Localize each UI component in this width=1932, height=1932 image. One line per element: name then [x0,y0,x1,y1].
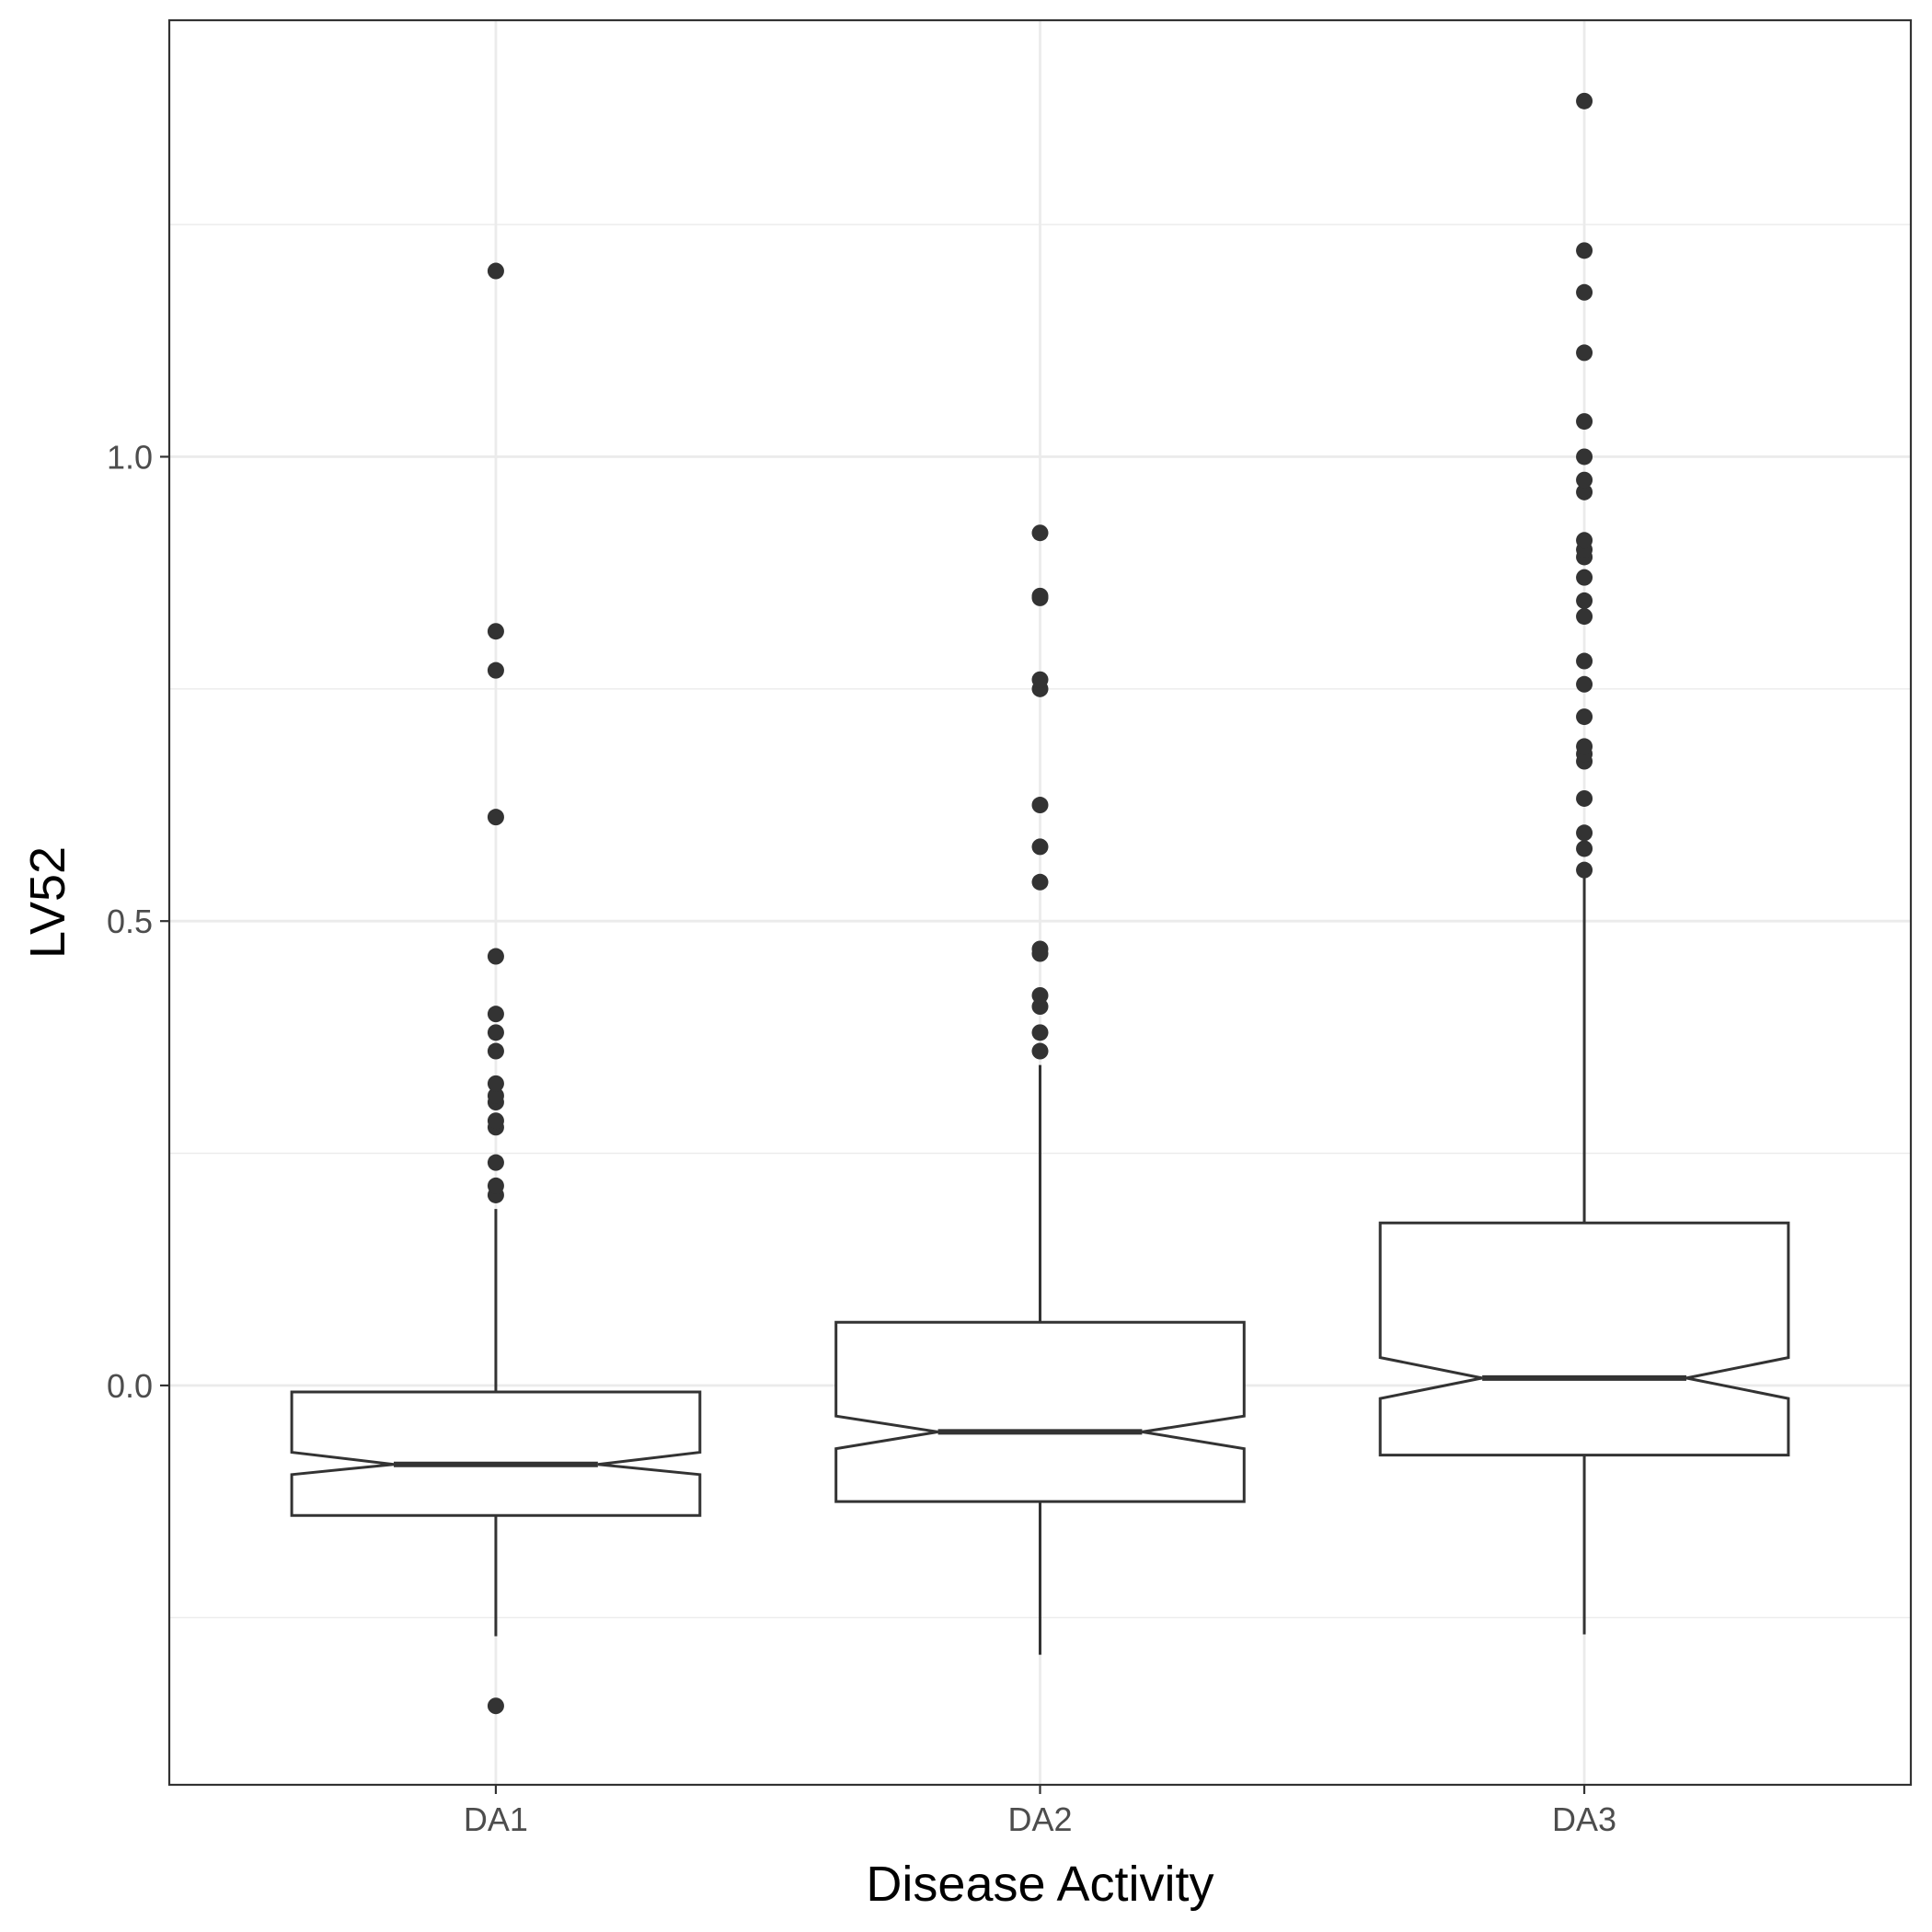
outlier-point [1576,532,1593,549]
outlier-point [1576,344,1593,362]
outlier-point [1576,448,1593,466]
outlier-point [1031,940,1049,958]
x-tick-label: DA2 [1007,1800,1072,1838]
outlier-point [1576,483,1593,500]
notched-box [1378,1221,1790,1457]
outlier-point [1576,608,1593,626]
box-series [290,92,1790,1715]
outlier-point [1576,708,1593,726]
box-da2 [834,524,1246,1655]
outlier-point [1031,873,1049,891]
notched-box [290,1390,702,1517]
outlier-point [487,1154,504,1171]
outlier-point [487,1697,504,1715]
outlier-point [1031,986,1049,1004]
outlier-point [1031,587,1049,604]
outlier-point [487,661,504,679]
outlier-point [1576,675,1593,693]
outlier-point [487,948,504,965]
x-tick-label: DA3 [1552,1800,1616,1838]
x-tick-label: DA1 [464,1800,528,1838]
outlier-point [1576,840,1593,857]
outlier-point [487,1006,504,1023]
outlier-point [487,1087,504,1104]
outlier-point [487,1177,504,1194]
y-axis-title: LV52 [20,846,75,959]
outlier-point [1576,92,1593,109]
outlier-point [1031,671,1049,688]
outlier-point [1031,1042,1049,1060]
outlier-point [487,1024,504,1041]
outlier-point [1031,524,1049,542]
y-tick-label: 1.0 [107,438,153,476]
box-da3 [1378,92,1790,1635]
outlier-point [1576,738,1593,755]
x-axis-title: Disease Activity [866,1857,1213,1912]
outlier-point [487,809,504,826]
outlier-point [1031,838,1049,856]
outlier-point [1576,861,1593,879]
outlier-point [487,1112,504,1130]
outlier-point [1031,1024,1049,1041]
outlier-point [1576,824,1593,842]
y-axis: 0.0 0.5 1.0 [107,438,169,1405]
outlier-point [1576,789,1593,807]
outlier-point [1576,569,1593,586]
outlier-point [1576,413,1593,431]
box-da1 [290,262,702,1715]
outlier-point [487,623,504,640]
outlier-point [487,262,504,280]
outlier-point [1576,471,1593,489]
y-tick-label: 0.0 [107,1367,153,1405]
outlier-point [1031,797,1049,814]
y-tick-label: 0.5 [107,903,153,940]
outlier-point [1576,652,1593,670]
outlier-point [1576,283,1593,301]
notched-box [834,1320,1246,1503]
outlier-point [487,1042,504,1060]
outlier-point [1576,242,1593,259]
x-axis: DA1 DA2 DA3 [464,1785,1616,1838]
outlier-point [1576,592,1593,609]
outlier-point [487,1075,504,1092]
